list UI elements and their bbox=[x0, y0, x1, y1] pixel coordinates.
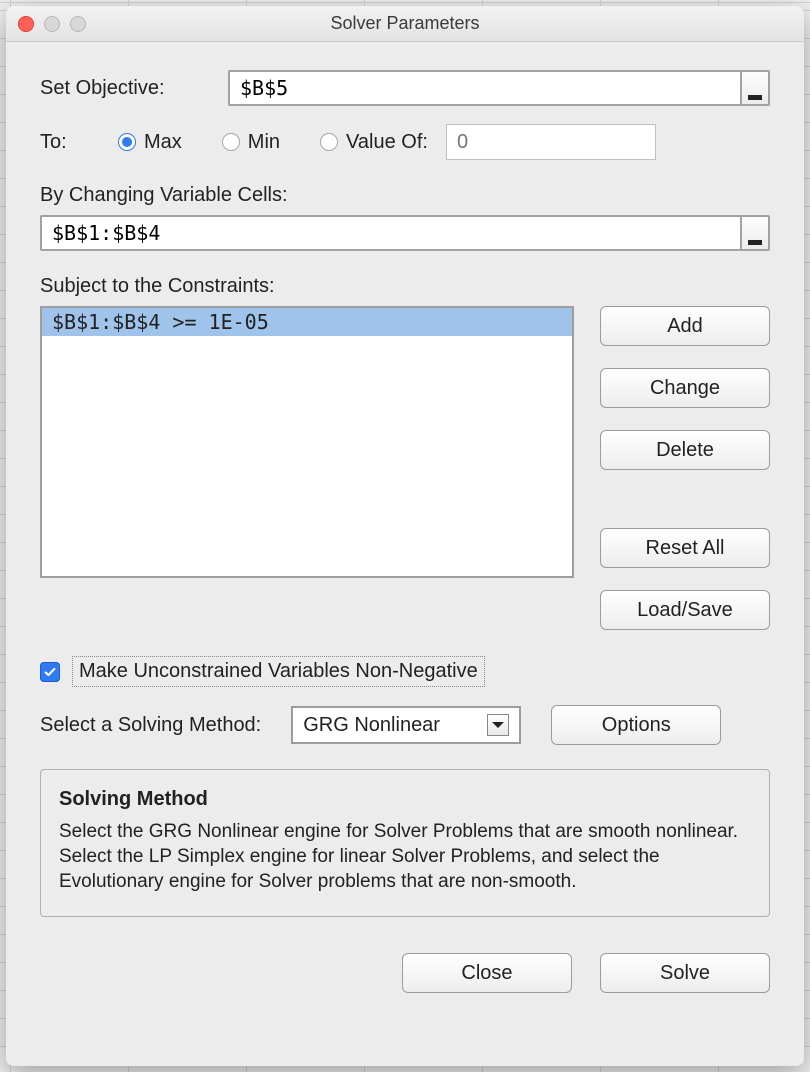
check-icon bbox=[43, 665, 57, 679]
constraint-item[interactable]: $B$1:$B$4 >= 1E-05 bbox=[42, 308, 572, 336]
titlebar: Solver Parameters bbox=[6, 6, 804, 42]
non-negative-label: Make Unconstrained Variables Non-Negativ… bbox=[72, 656, 485, 687]
select-method-label: Select a Solving Method: bbox=[40, 714, 261, 737]
footer-buttons: Close Solve bbox=[40, 953, 770, 993]
description-title: Solving Method bbox=[59, 788, 751, 811]
delete-button[interactable]: Delete bbox=[600, 430, 770, 470]
objective-range-picker-icon[interactable] bbox=[740, 70, 770, 106]
options-button[interactable]: Options bbox=[551, 705, 721, 745]
non-negative-row: Make Unconstrained Variables Non-Negativ… bbox=[40, 656, 770, 687]
solving-method-select[interactable]: GRG Nonlinear bbox=[291, 706, 521, 744]
radio-value-of[interactable]: Value Of: bbox=[320, 131, 428, 154]
radio-min-label: Min bbox=[248, 131, 280, 154]
variable-cells-input[interactable] bbox=[40, 215, 740, 251]
radio-value-of-label: Value Of: bbox=[346, 131, 428, 154]
solving-method-row: Select a Solving Method: GRG Nonlinear O… bbox=[40, 705, 770, 745]
dialog-title: Solver Parameters bbox=[6, 13, 804, 34]
to-row: To: Max Min Value Of: bbox=[40, 124, 770, 160]
constraints-list[interactable]: $B$1:$B$4 >= 1E-05 bbox=[40, 306, 574, 578]
change-button[interactable]: Change bbox=[600, 368, 770, 408]
solver-parameters-dialog: Solver Parameters Set Objective: To: Max… bbox=[6, 6, 804, 1066]
non-negative-checkbox[interactable] bbox=[40, 662, 60, 682]
window-controls bbox=[18, 16, 86, 32]
radio-min[interactable]: Min bbox=[222, 131, 280, 154]
solving-method-description: Solving Method Select the GRG Nonlinear … bbox=[40, 769, 770, 917]
constraint-buttons: Add Change Delete Reset All Load/Save bbox=[600, 306, 770, 630]
variable-cells-field-wrap bbox=[40, 215, 770, 251]
close-icon[interactable] bbox=[18, 16, 34, 32]
solving-method-value: GRG Nonlinear bbox=[303, 714, 440, 737]
radio-dot-icon bbox=[222, 133, 240, 151]
zoom-icon bbox=[70, 16, 86, 32]
reset-all-button[interactable]: Reset All bbox=[600, 528, 770, 568]
minimize-icon bbox=[44, 16, 60, 32]
chevron-down-icon bbox=[487, 714, 509, 736]
add-button[interactable]: Add bbox=[600, 306, 770, 346]
objective-row: Set Objective: bbox=[40, 70, 770, 106]
close-button[interactable]: Close bbox=[402, 953, 572, 993]
objective-field-wrap bbox=[228, 70, 770, 106]
by-changing-label: By Changing Variable Cells: bbox=[40, 184, 770, 207]
constraints-row: $B$1:$B$4 >= 1E-05 Add Change Delete Res… bbox=[40, 306, 770, 630]
set-objective-label: Set Objective: bbox=[40, 77, 210, 100]
description-body: Select the GRG Nonlinear engine for Solv… bbox=[59, 819, 751, 894]
load-save-button[interactable]: Load/Save bbox=[600, 590, 770, 630]
radio-max[interactable]: Max bbox=[118, 131, 182, 154]
objective-input[interactable] bbox=[228, 70, 740, 106]
solve-button[interactable]: Solve bbox=[600, 953, 770, 993]
spacer bbox=[600, 492, 770, 506]
radio-dot-icon bbox=[118, 133, 136, 151]
to-label: To: bbox=[40, 131, 100, 154]
variable-cells-range-picker-icon[interactable] bbox=[740, 215, 770, 251]
radio-max-label: Max bbox=[144, 131, 182, 154]
constraints-label: Subject to the Constraints: bbox=[40, 275, 770, 298]
goal-radio-group: Max Min Value Of: bbox=[118, 131, 428, 154]
value-of-input[interactable] bbox=[446, 124, 656, 160]
dialog-content: Set Objective: To: Max Min Valu bbox=[6, 42, 804, 1066]
variable-cells-row bbox=[40, 215, 770, 251]
radio-dot-icon bbox=[320, 133, 338, 151]
